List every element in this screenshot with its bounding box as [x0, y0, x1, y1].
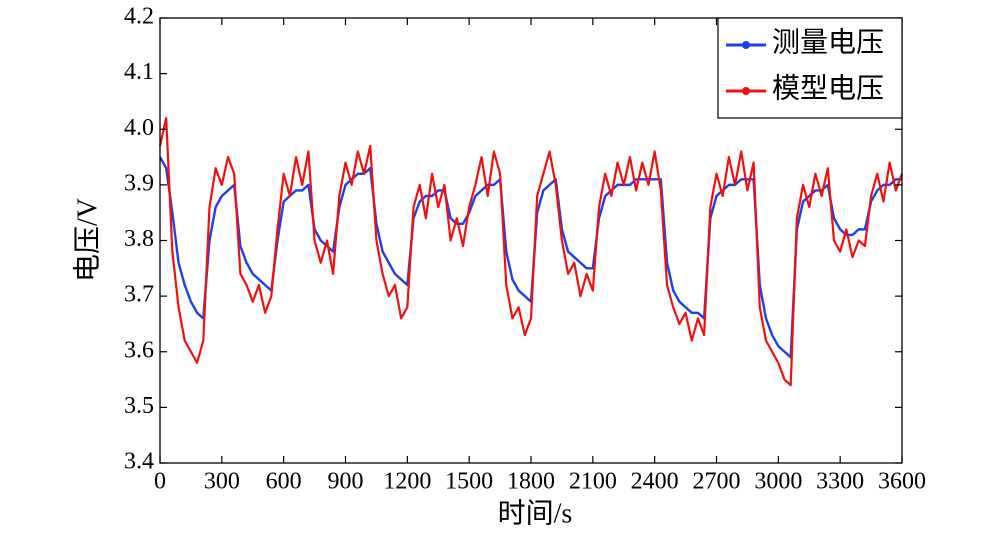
- x-tick-label: 2400: [631, 469, 679, 495]
- x-tick-label: 2100: [569, 469, 617, 495]
- series-line: [158, 156, 902, 359]
- legend-marker: [742, 87, 750, 95]
- x-tick-label: 0: [154, 469, 166, 495]
- y-tick-label: 3.5: [124, 393, 154, 419]
- x-tick-label: 1800: [507, 469, 555, 495]
- y-axis-label: 电压/V: [71, 198, 103, 282]
- y-tick-label: 4.2: [124, 4, 154, 30]
- x-tick-label: 1500: [445, 469, 493, 495]
- x-tick-label: 3600: [878, 469, 926, 495]
- legend-label: 模型电压: [772, 72, 884, 104]
- y-tick-label: 3.6: [124, 337, 154, 363]
- y-tick-label: 3.4: [124, 449, 154, 475]
- x-tick-label: 3000: [754, 469, 802, 495]
- x-axis-label: 时间/s: [498, 497, 573, 529]
- legend-marker: [742, 41, 750, 49]
- x-tick-label: 2700: [693, 469, 741, 495]
- series-line: [158, 117, 904, 387]
- legend-box: [717, 17, 903, 119]
- y-tick-label: 4.0: [124, 115, 154, 141]
- y-tick-label: 4.1: [124, 59, 154, 85]
- x-tick-label: 3300: [816, 469, 864, 495]
- x-tick-label: 600: [266, 469, 302, 495]
- legend-label: 测量电压: [772, 26, 884, 58]
- x-tick-label: 300: [204, 469, 240, 495]
- y-tick-label: 3.8: [124, 226, 154, 252]
- x-tick-label: 1200: [383, 469, 431, 495]
- x-tick-label: 900: [328, 469, 364, 495]
- y-tick-label: 3.7: [124, 282, 154, 308]
- y-tick-label: 3.9: [124, 170, 154, 196]
